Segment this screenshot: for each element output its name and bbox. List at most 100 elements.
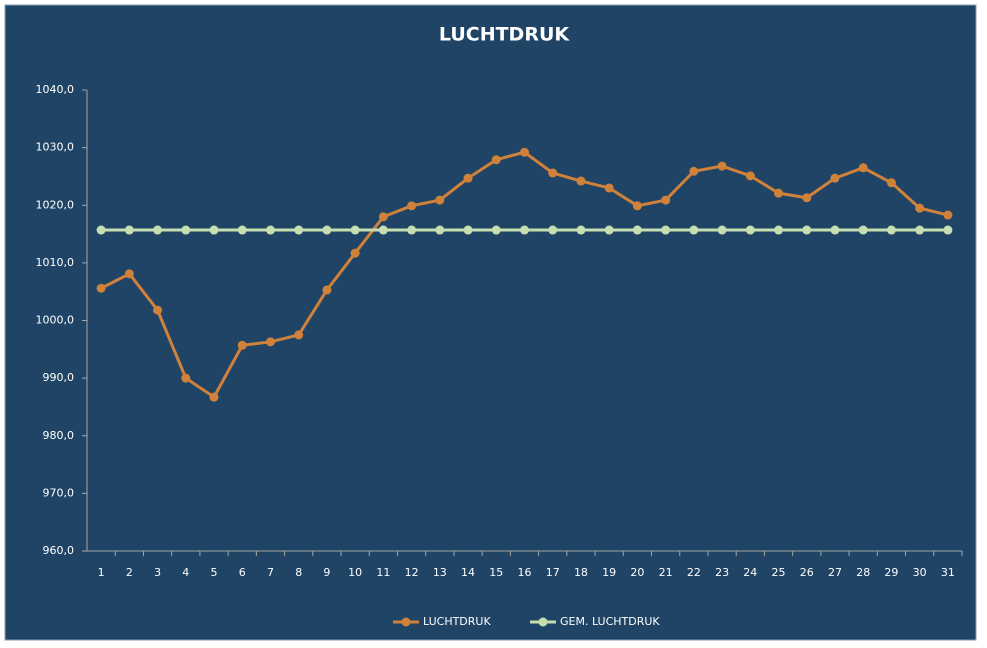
marker: [915, 225, 925, 235]
x-tick-label: 16: [518, 566, 532, 579]
marker: [322, 225, 332, 235]
marker: [265, 337, 275, 347]
marker: [350, 248, 360, 258]
y-tick-label: 1020,0: [36, 198, 75, 211]
marker: [491, 155, 501, 165]
x-tick-label: 9: [323, 566, 330, 579]
marker: [124, 269, 134, 279]
marker: [378, 225, 388, 235]
x-tick-label: 8: [295, 566, 302, 579]
y-tick-label: 1000,0: [36, 314, 75, 327]
marker: [237, 340, 247, 350]
marker: [153, 225, 163, 235]
x-tick-label: 23: [715, 566, 729, 579]
marker: [943, 210, 953, 220]
x-tick-label: 24: [743, 566, 757, 579]
x-tick-label: 3: [154, 566, 161, 579]
x-tick-label: 30: [913, 566, 927, 579]
x-tick-label: 17: [546, 566, 560, 579]
legend-label: GEM. LUCHTDRUK: [560, 615, 660, 628]
marker: [237, 225, 247, 235]
marker: [689, 225, 699, 235]
marker: [294, 225, 304, 235]
marker: [548, 168, 558, 178]
x-tick-label: 14: [461, 566, 475, 579]
y-tick-label: 1040,0: [36, 83, 75, 96]
marker: [745, 225, 755, 235]
marker: [886, 225, 896, 235]
y-tick-label: 960,0: [43, 544, 75, 557]
x-tick-label: 26: [800, 566, 814, 579]
marker: [915, 203, 925, 213]
x-tick-label: 1: [98, 566, 105, 579]
marker: [661, 225, 671, 235]
marker: [689, 166, 699, 176]
marker: [661, 195, 671, 205]
marker: [181, 373, 191, 383]
chart-background: [4, 4, 977, 641]
marker: [378, 212, 388, 222]
x-tick-label: 13: [433, 566, 447, 579]
marker: [463, 173, 473, 183]
marker: [774, 188, 784, 198]
marker: [209, 392, 219, 402]
marker: [858, 163, 868, 173]
marker: [717, 161, 727, 171]
x-tick-label: 2: [126, 566, 133, 579]
x-tick-label: 27: [828, 566, 842, 579]
marker: [717, 225, 727, 235]
marker: [435, 195, 445, 205]
marker: [407, 225, 417, 235]
y-tick-label: 970,0: [43, 486, 75, 499]
x-tick-label: 31: [941, 566, 955, 579]
marker: [520, 225, 529, 235]
x-tick-label: 22: [687, 566, 701, 579]
y-tick-label: 980,0: [43, 429, 75, 442]
x-tick-label: 4: [182, 566, 189, 579]
chart-title: LUCHTDRUK: [439, 24, 570, 46]
marker: [858, 225, 868, 235]
marker: [576, 176, 586, 186]
x-tick-label: 25: [772, 566, 786, 579]
legend-label: LUCHTDRUK: [423, 615, 491, 628]
marker: [632, 225, 642, 235]
marker: [802, 225, 812, 235]
x-tick-label: 12: [405, 566, 419, 579]
x-tick-label: 28: [856, 566, 870, 579]
marker: [491, 225, 501, 235]
marker: [350, 225, 360, 235]
legend-marker: [401, 617, 411, 627]
marker: [548, 225, 558, 235]
x-tick-label: 29: [884, 566, 898, 579]
legend-marker: [538, 617, 548, 627]
marker: [153, 305, 163, 315]
x-tick-label: 11: [376, 566, 390, 579]
marker: [322, 285, 332, 295]
marker: [265, 225, 275, 235]
marker: [96, 283, 106, 293]
marker: [774, 225, 784, 235]
x-tick-label: 20: [630, 566, 644, 579]
marker: [181, 225, 191, 235]
x-tick-label: 10: [348, 566, 362, 579]
marker: [632, 201, 642, 211]
x-tick-label: 15: [489, 566, 503, 579]
marker: [886, 178, 896, 188]
marker: [943, 225, 953, 235]
x-tick-label: 6: [239, 566, 246, 579]
marker: [604, 183, 614, 193]
marker: [96, 225, 106, 235]
x-tick-label: 21: [659, 566, 673, 579]
y-tick-label: 1010,0: [36, 256, 75, 269]
marker: [745, 171, 755, 181]
x-tick-label: 18: [574, 566, 588, 579]
x-tick-label: 7: [267, 566, 274, 579]
marker: [209, 225, 219, 235]
marker: [407, 201, 417, 211]
marker: [520, 147, 529, 157]
marker: [802, 193, 812, 203]
marker: [576, 225, 586, 235]
marker: [435, 225, 445, 235]
